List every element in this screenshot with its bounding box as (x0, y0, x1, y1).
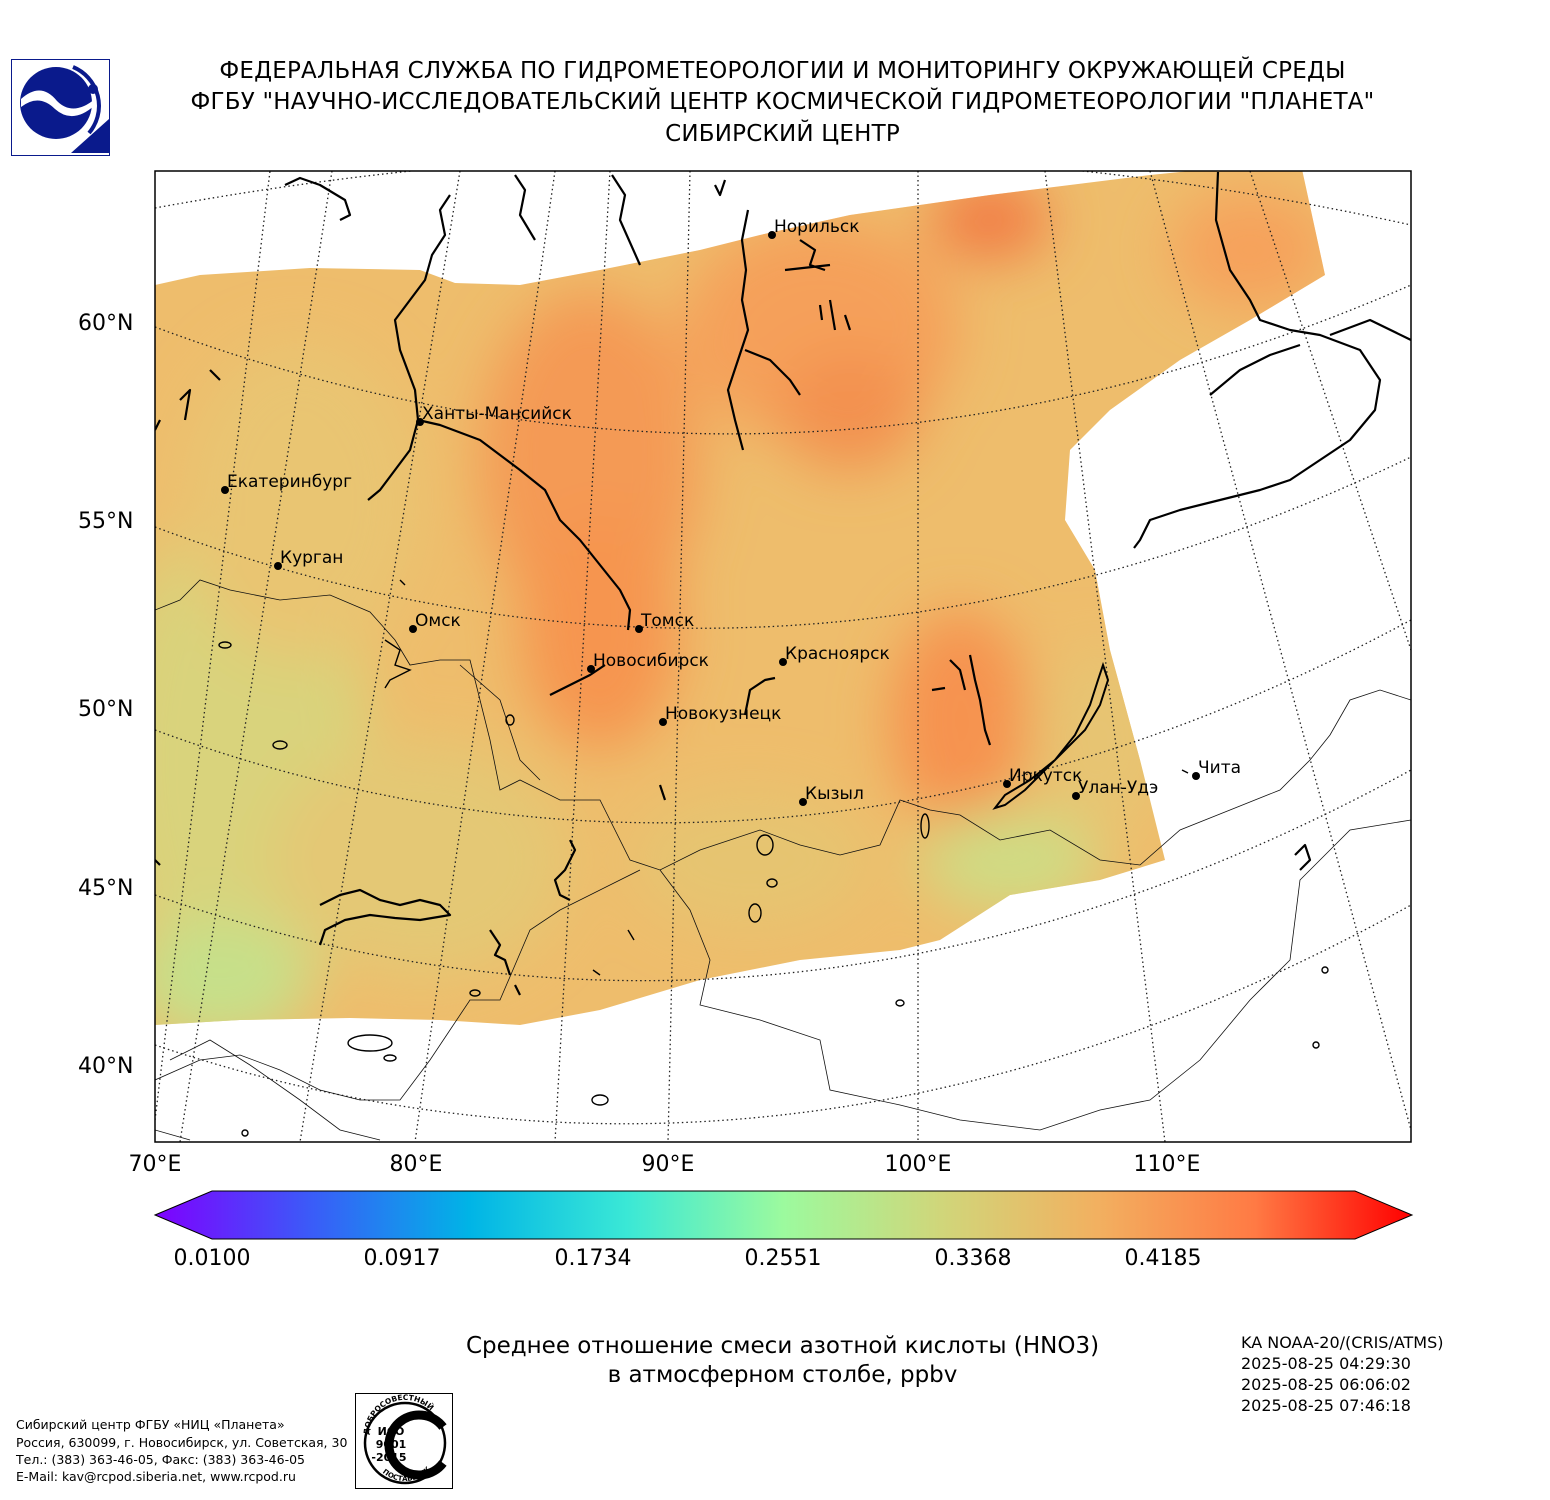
iso-badge-icon: ДОБРОСОВЕСТНЫЙ ПОСТАВЩИК ИСО 9001 -2015 (355, 1393, 453, 1489)
footer-org: Сибирский центр ФГБУ «НИЦ «Планета» (16, 1417, 285, 1432)
lon-label-70: 70°E (128, 1152, 182, 1177)
city-marker (274, 562, 282, 570)
satellite-time: 2025-08-25 07:46:18 (1241, 1396, 1411, 1415)
iso-badge-line1: ИСО (378, 1425, 405, 1438)
header-title-line2: ФГБУ "НАУЧНО-ИССЛЕДОВАТЕЛЬСКИЙ ЦЕНТР КОС… (190, 89, 1375, 115)
city-marker (635, 625, 643, 633)
colorbar-tick-label: 0.2551 (744, 1246, 822, 1271)
city-marker (768, 231, 776, 239)
lat-label-45: 45°N (78, 876, 134, 901)
satellite-name: KA NOAA-20/(CRIS/ATMS) (1241, 1333, 1444, 1352)
city-marker (416, 418, 424, 426)
footer-email: E-Mail: kav@rcpod.siberia.net, www.rcpod… (16, 1469, 296, 1484)
city-marker (221, 486, 229, 494)
header-title-line1: ФЕДЕРАЛЬНАЯ СЛУЖБА ПО ГИДРОМЕТЕОРОЛОГИИ … (219, 58, 1346, 84)
lon-label-110: 110°E (1133, 1152, 1201, 1177)
footer-phone: Тел.: (383) 363-46-05, Факс: (383) 363-4… (16, 1452, 306, 1467)
colorbar-tick-label: 0.0917 (363, 1246, 441, 1271)
city-marker (779, 658, 787, 666)
iso-badge-line2: 9001 (376, 1438, 407, 1451)
map-caption-line1: Среднее отношение смеси азотной кислоты … (465, 1333, 1100, 1359)
lat-label-40: 40°N (78, 1054, 134, 1079)
planeta-logo-icon (11, 59, 110, 156)
colorbar-tick-label: 0.0100 (173, 1246, 251, 1271)
city-marker (587, 665, 595, 673)
map-caption-line2: в атмосферном столбе, ppbv (607, 1362, 958, 1388)
city-marker (409, 625, 417, 633)
footer-address: Россия, 630099, г. Новосибирск, ул. Сове… (16, 1435, 348, 1450)
lat-label-55: 55°N (78, 509, 134, 534)
iso-badge-line3: -2015 (371, 1451, 406, 1464)
lon-label-90: 90°E (641, 1152, 695, 1177)
colorbar-tick-label: 0.1734 (554, 1246, 632, 1271)
colorbar (153, 1190, 1414, 1240)
lat-label-60: 60°N (78, 311, 134, 336)
city-marker (1003, 780, 1011, 788)
header-title-line3: СИБИРСКИЙ ЦЕНТР (665, 121, 900, 147)
city-marker (1192, 772, 1200, 780)
colorbar-tick-label: 0.4185 (1124, 1246, 1202, 1271)
lon-label-80: 80°E (389, 1152, 443, 1177)
city-marker (659, 718, 667, 726)
lon-label-100: 100°E (884, 1152, 952, 1177)
satellite-time: 2025-08-25 06:06:02 (1241, 1375, 1411, 1394)
city-marker (1072, 792, 1080, 800)
satellite-time: 2025-08-25 04:29:30 (1241, 1354, 1411, 1373)
colorbar-tick-label: 0.3368 (934, 1246, 1012, 1271)
city-marker (799, 798, 807, 806)
lat-label-50: 50°N (78, 697, 134, 722)
